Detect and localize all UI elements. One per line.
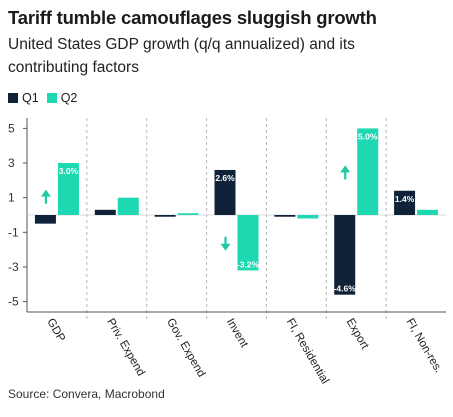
- arrow-up-icon-head: [340, 165, 351, 173]
- category-label: Gov. Expend: [164, 317, 207, 380]
- data-label-q1: 1.4%: [395, 194, 415, 204]
- bar-q2: [237, 215, 259, 271]
- data-label-q2: 1.0%: [119, 189, 139, 199]
- legend-item-q1: Q1: [8, 91, 39, 105]
- bar-q2: [357, 128, 379, 215]
- data-label-q1: 0.3%: [96, 201, 116, 211]
- bar-q1: [274, 215, 296, 217]
- chart-subtitle: United States GDP growth (q/q annualized…: [8, 36, 355, 76]
- bar-q2: [297, 215, 319, 219]
- chart-title: Tariff tumble camouflages sluggish growt…: [8, 7, 377, 28]
- category-label: FI, Non-res.: [403, 317, 444, 376]
- category-label: FI, Residential: [284, 317, 331, 387]
- bar-q2: [177, 213, 199, 215]
- legend-label-q2: Q2: [60, 91, 78, 105]
- bar-q2: [417, 209, 439, 215]
- category-label: GDP: [44, 317, 67, 345]
- legend-swatch-q1: [8, 93, 18, 103]
- data-label-q2: 5.0%: [358, 131, 378, 141]
- data-label-q1: 2.6%: [215, 173, 235, 183]
- y-tick-label: 1: [8, 191, 15, 205]
- category-label: Export: [344, 317, 371, 352]
- bar-q1: [94, 209, 116, 215]
- bar-q1: [394, 190, 416, 215]
- source-note: Source: Convera, Macrobond: [8, 387, 165, 401]
- bar-q2: [117, 197, 139, 215]
- category-label: Invent: [224, 317, 250, 351]
- bar-q2: [57, 163, 79, 215]
- data-label-q2: 3.0%: [59, 166, 79, 176]
- y-tick-label: 5: [8, 121, 15, 135]
- legend-label-q1: Q1: [22, 91, 39, 105]
- arrow-down-icon-head: [220, 243, 231, 251]
- legend-item-q2: Q2: [46, 91, 78, 105]
- y-tick-label: -3: [8, 260, 19, 274]
- y-tick-label: 3: [8, 156, 15, 170]
- bar-q1: [214, 169, 236, 215]
- y-tick-label: -1: [8, 225, 19, 239]
- category-label: Priv. Expend: [104, 317, 147, 379]
- bar-q1: [334, 215, 356, 295]
- bar-q1: [34, 215, 56, 224]
- legend: Q1 Q2: [8, 91, 85, 105]
- bar-q1: [154, 215, 176, 217]
- legend-swatch-q2: [46, 93, 57, 103]
- data-label-q1: -0.5%: [34, 225, 57, 235]
- data-label-q2: -3.2%: [237, 259, 260, 269]
- y-tick-label: -5: [8, 295, 19, 309]
- data-label-q1: -4.6%: [334, 284, 357, 294]
- arrow-up-icon-head: [40, 189, 51, 197]
